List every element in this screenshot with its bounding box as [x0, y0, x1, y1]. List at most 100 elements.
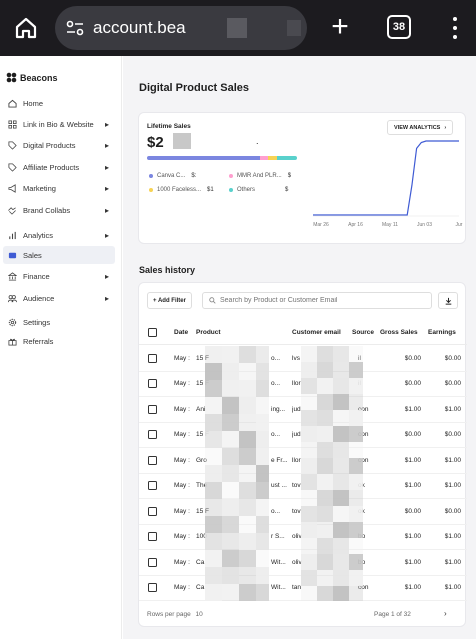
legend-dot [229, 188, 233, 192]
sidebar-item-sales[interactable]: Sales [3, 246, 115, 264]
link-in-bio-icon [7, 119, 17, 129]
x-tick-label: Jun 03 [417, 222, 432, 228]
cell-earnings: $0.00 [444, 431, 461, 439]
select-all-checkbox[interactable] [148, 328, 157, 337]
sidebar-item-analytics[interactable]: Analytics ▸ [3, 226, 115, 244]
sidebar-item-link-in-bio[interactable]: Link in Bio & Website ▸ [3, 115, 115, 133]
cell-gross-sales: $1.00 [404, 584, 421, 592]
sidebar-item-brand-collabs[interactable]: Brand Collabs ▸ [3, 201, 115, 219]
sidebar-item-settings[interactable]: Settings [3, 313, 115, 331]
lifetime-sales-label: Lifetime Sales [147, 123, 191, 130]
row-checkbox-cell [148, 576, 162, 601]
sidebar-item-audience[interactable]: Audience ▸ [3, 289, 115, 307]
sidebar-item-label: Audience [23, 293, 55, 303]
table-header: Date Product Customer email Source Gross… [139, 321, 467, 345]
lifetime-sales-card: Lifetime Sales $2 . Canva C... $: MMR An… [138, 112, 466, 244]
cell-earnings: $1.00 [444, 558, 461, 566]
redaction-mosaic [301, 346, 363, 601]
cell-product: 15 F o... [196, 499, 292, 524]
column-header-source[interactable]: Source [352, 329, 375, 336]
legend-label: 1000 Faceless... [157, 187, 202, 193]
row-checkbox[interactable] [148, 353, 157, 363]
plus-icon[interactable]: + [331, 10, 349, 43]
table-row[interactable]: May : 15 F o... jud con $0.00 $0.00 [139, 423, 467, 448]
row-checkbox[interactable] [148, 404, 157, 414]
row-checkbox[interactable] [148, 583, 157, 593]
cell-gross-sales: $1.00 [404, 558, 421, 566]
address-bar[interactable]: account.bea [55, 6, 307, 50]
overflow-menu-icon[interactable] [445, 14, 465, 42]
row-checkbox[interactable] [148, 532, 157, 542]
cell-product: 15 F o... [196, 372, 292, 397]
cell-earnings: $1.00 [444, 456, 461, 464]
chevron-right-icon: ▸ [104, 119, 109, 129]
source-text: con [358, 584, 369, 592]
column-header-email[interactable]: Customer email [292, 329, 341, 336]
next-page-button[interactable]: › [444, 609, 447, 618]
cell-gross-sales: $1.00 [404, 533, 421, 541]
product-name: Ca [196, 584, 205, 592]
cell-customer-email: llor [292, 456, 301, 464]
legend-item: Canva C... $: [149, 173, 196, 179]
row-checkbox[interactable] [148, 379, 157, 389]
row-checkbox[interactable] [148, 506, 157, 516]
megaphone-icon [7, 183, 17, 193]
rows-per-page[interactable]: Rows per page 10 [147, 611, 203, 618]
cell-source: con [352, 423, 379, 448]
site-settings-icon[interactable] [63, 16, 87, 40]
row-checkbox[interactable] [148, 430, 157, 440]
page-indicator: Page 1 of 32 [374, 611, 411, 618]
row-checkbox[interactable] [148, 557, 157, 567]
table-row[interactable]: May :15 Fo...lloril$0.00$0.00 [139, 372, 467, 397]
x-tick-label: Jur [456, 222, 463, 228]
sidebar-item-affiliate-products[interactable]: Affiliate Products ▸ [3, 158, 115, 176]
sidebar-item-home[interactable]: Home [3, 94, 115, 112]
cell-earnings: $1.00 [444, 405, 461, 413]
row-checkbox-cell [148, 550, 162, 575]
download-button[interactable] [438, 292, 458, 309]
column-header-gross-sales[interactable]: Gross Sales [380, 329, 418, 336]
select-all-cell [148, 321, 162, 344]
column-header-earnings[interactable]: Earnings [428, 329, 456, 336]
cell-gross-sales: $0.00 [404, 431, 421, 439]
search-field[interactable] [202, 292, 432, 309]
product-name-tail: ust ... [271, 482, 287, 490]
row-checkbox[interactable] [148, 481, 157, 491]
table-row[interactable]: May : Ca Wit... tan con $1.00 $1.00 [139, 576, 467, 601]
cell-product: The ust ... [196, 474, 292, 499]
sidebar-item-label: Analytics [23, 230, 54, 240]
brand-name: Beacons [20, 72, 58, 83]
cell-earnings: $0.00 [444, 380, 461, 388]
brand[interactable]: Beacons [6, 72, 58, 83]
sidebar-item-referrals[interactable]: Referrals [3, 332, 115, 350]
row-checkbox[interactable] [148, 455, 157, 465]
column-header-date[interactable]: Date [174, 329, 189, 336]
redacted-block [173, 133, 191, 149]
cell-customer-email: tov [292, 507, 301, 515]
chevron-right-icon: ▸ [104, 271, 109, 281]
view-analytics-button[interactable]: VIEW ANALYTICS › [387, 120, 454, 135]
sidebar-item-label: Brand Collabs [23, 205, 71, 215]
row-checkbox-cell [148, 372, 162, 397]
sidebar-item-marketing[interactable]: Marketing ▸ [3, 179, 115, 197]
chevron-right-icon: ▸ [104, 230, 109, 240]
source-text: con [358, 405, 369, 413]
tabs-icon[interactable]: 38 [387, 15, 411, 39]
row-checkbox-cell [148, 474, 162, 499]
cell-source: con [352, 448, 379, 473]
sidebar-item-finance[interactable]: Finance ▸ [3, 267, 115, 285]
cell-date: May : [174, 482, 190, 490]
x-tick-label: Apr 16 [348, 222, 363, 228]
column-header-product[interactable]: Product [196, 329, 221, 336]
home-icon[interactable] [10, 12, 42, 44]
sidebar-item-digital-products[interactable]: Digital Products ▸ [3, 136, 115, 154]
search-input[interactable] [220, 297, 420, 304]
cell-date: May : [174, 558, 190, 566]
cell-product: Ani ing... [196, 397, 292, 422]
cell-gross-sales: $0.00 [404, 507, 421, 515]
cell-customer-email: tan [292, 584, 302, 592]
chevron-right-icon: ▸ [104, 293, 109, 303]
legend-amount: $ [285, 187, 289, 193]
cell-source: con [352, 576, 379, 601]
add-filter-button[interactable]: + Add Filter [147, 292, 192, 309]
